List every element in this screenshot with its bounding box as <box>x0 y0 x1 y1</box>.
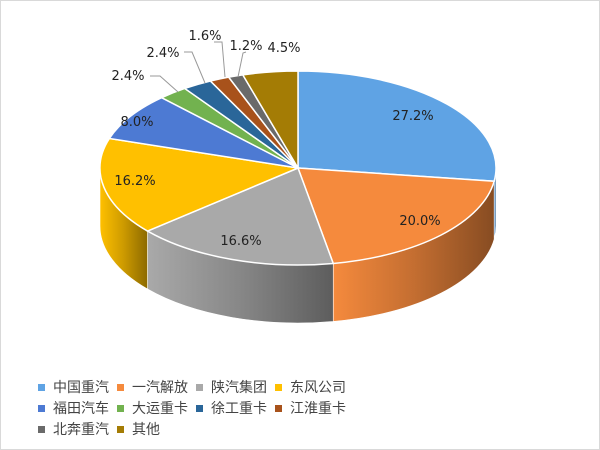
legend: 中国重汽 一汽解放 陕汽集团 东风公司福田汽车 大运重卡 徐工重卡 江淮重卡北奔重汽 其他 <box>38 378 418 441</box>
legend-label: 其他 <box>132 422 160 438</box>
legend-label: 大运重卡 <box>132 401 188 417</box>
legend-swatch <box>38 425 45 433</box>
legend-item: 徐工重卡 <box>196 399 267 420</box>
data-label-1: 20.0% <box>399 214 440 229</box>
legend-swatch <box>38 383 45 391</box>
data-label-5: 2.4% <box>111 69 144 84</box>
legend-swatch <box>38 404 45 412</box>
data-label-6: 2.4% <box>146 46 179 61</box>
legend-item: 中国重汽 <box>38 378 109 399</box>
legend-label: 江淮重卡 <box>290 401 346 417</box>
legend-swatch <box>117 425 124 433</box>
data-label-3: 16.2% <box>114 174 155 189</box>
legend-item: 福田汽车 <box>38 399 109 420</box>
legend-item: 北奔重汽 <box>38 420 109 441</box>
data-label-9: 4.5% <box>267 41 300 56</box>
legend-swatch <box>196 404 203 412</box>
data-label-2: 16.6% <box>220 234 261 249</box>
pie-slice-1 <box>296 167 496 265</box>
legend-swatch <box>117 404 124 412</box>
legend-label: 徐工重卡 <box>211 401 267 417</box>
legend-item: 东风公司 <box>275 378 346 399</box>
leader-line-5 <box>150 75 179 93</box>
legend-item: 大运重卡 <box>117 399 188 420</box>
legend-label: 一汽解放 <box>132 380 188 396</box>
leader-line-8 <box>237 51 247 78</box>
pie-slice-9 <box>241 70 299 171</box>
legend-label: 陕汽集团 <box>211 380 267 396</box>
legend-item: 江淮重卡 <box>275 399 346 420</box>
legend-item: 一汽解放 <box>117 378 188 399</box>
data-label-4: 8.0% <box>120 115 153 130</box>
data-label-0: 27.2% <box>392 109 433 124</box>
leader-line-7 <box>214 41 226 78</box>
legend-swatch <box>275 404 282 412</box>
legend-label: 东风公司 <box>290 380 346 396</box>
pie-slice-0 <box>297 70 497 182</box>
leader-line-6 <box>184 51 206 84</box>
legend-swatch <box>117 383 124 391</box>
pie-slice-4 <box>108 96 299 169</box>
legend-swatch <box>275 383 282 391</box>
data-label-8: 1.2% <box>229 39 262 54</box>
data-label-7: 1.6% <box>188 29 221 44</box>
legend-label: 北奔重汽 <box>53 422 109 438</box>
pie-slice-3 <box>99 137 301 232</box>
legend-swatch <box>196 383 203 391</box>
legend-item: 其他 <box>117 420 160 441</box>
legend-label: 福田汽车 <box>53 401 109 417</box>
legend-label: 中国重汽 <box>53 380 109 396</box>
legend-item: 陕汽集团 <box>196 378 267 399</box>
pie-slice-2 <box>145 167 335 266</box>
